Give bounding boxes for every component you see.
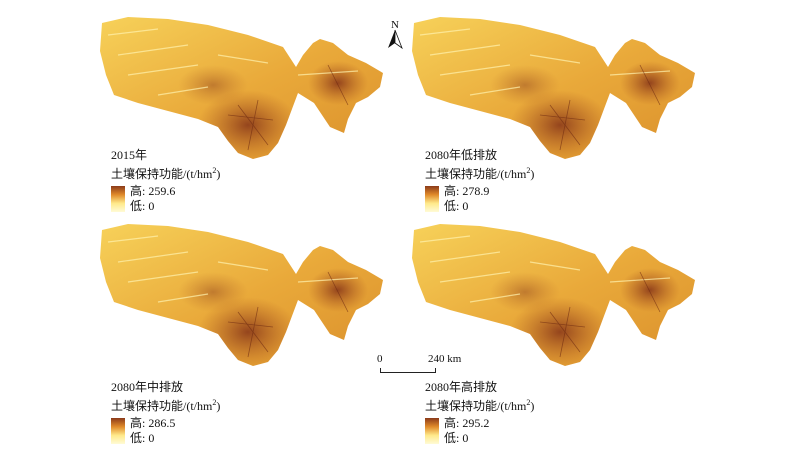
- legend-2015: 2015年 土壤保持功能/(t/hm2) 高: 259.6 低: 0: [111, 148, 220, 216]
- legend-unit: 土壤保持功能/(t/hm2): [111, 398, 221, 413]
- scale-end: 240 km: [428, 353, 462, 365]
- color-ramp: [425, 186, 439, 212]
- legend-high: 高: 295.2: [444, 416, 490, 430]
- legend-2080-low: 2080年低排放 土壤保持功能/(t/hm2) 高: 278.9 低: 0: [425, 148, 534, 216]
- map-panel-2080-low: [410, 15, 710, 165]
- map-2080-mid: [98, 222, 398, 372]
- map-panel-2080-high: [410, 222, 710, 372]
- legend-high: 高: 259.6: [130, 184, 176, 198]
- legend-unit: 土壤保持功能/(t/hm2): [425, 398, 535, 413]
- scale-bar: 0 240 km: [372, 353, 462, 377]
- north-arrow-icon: N: [388, 19, 403, 50]
- legend-low: 低: 0: [444, 199, 469, 213]
- legend-2080-mid: 2080年中排放 土壤保持功能/(t/hm2) 高: 286.5 低: 0: [111, 380, 220, 448]
- legend-low: 低: 0: [130, 199, 155, 213]
- legend-unit: 土壤保持功能/(t/hm2): [425, 166, 535, 181]
- map-panel-2015: [98, 15, 398, 165]
- north-label: N: [391, 19, 399, 31]
- legend-low: 低: 0: [130, 431, 155, 445]
- legend-unit: 土壤保持功能/(t/hm2): [111, 166, 221, 181]
- legend-title: 2080年低排放: [425, 148, 498, 162]
- legend-title: 2015年: [111, 148, 148, 162]
- map-2080-high: [410, 222, 710, 372]
- map-panel-2080-mid: [98, 222, 398, 372]
- color-ramp: [425, 418, 439, 444]
- color-ramp: [111, 186, 125, 212]
- legend-low: 低: 0: [444, 431, 469, 445]
- legend-title: 2080年中排放: [111, 380, 184, 394]
- scale-line: [380, 368, 436, 373]
- legend-2080-high: 2080年高排放 土壤保持功能/(t/hm2) 高: 295.2 低: 0: [425, 380, 534, 448]
- map-2080-low: [410, 15, 710, 165]
- scale-start: 0: [377, 353, 383, 365]
- color-ramp: [111, 418, 125, 444]
- legend-high: 高: 286.5: [130, 416, 176, 430]
- legend-title: 2080年高排放: [425, 380, 498, 394]
- map-2015: [98, 15, 398, 165]
- legend-high: 高: 278.9: [444, 184, 490, 198]
